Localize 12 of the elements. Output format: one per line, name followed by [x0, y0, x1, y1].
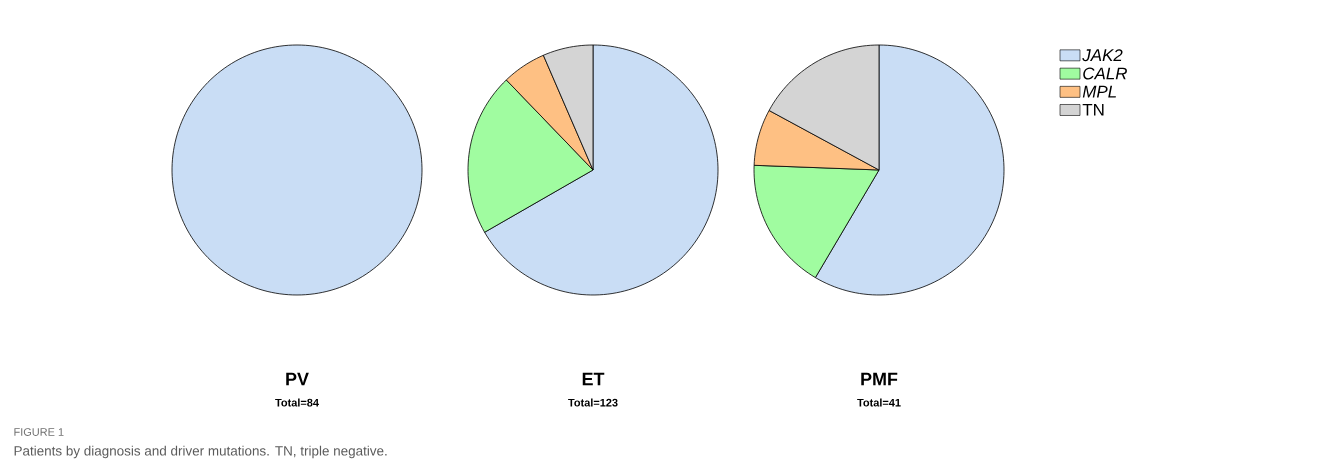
legend-label: MPL: [1082, 85, 1116, 98]
text: PMF: [861, 372, 898, 386]
text: Total=123: [568, 398, 618, 407]
legend-label: CALR: [1083, 67, 1127, 80]
text: Total=84: [275, 398, 319, 407]
legend-label: TN: [1082, 103, 1104, 116]
text: Patients by diagnosis and driver mutations. TN, triple negative.: [14, 445, 387, 459]
text: Total=41: [857, 398, 901, 407]
text: ET: [582, 372, 605, 386]
caption: FIGURE 1: [14, 428, 64, 436]
legend-label: JAK2: [1082, 49, 1123, 62]
text: PV: [286, 372, 309, 386]
